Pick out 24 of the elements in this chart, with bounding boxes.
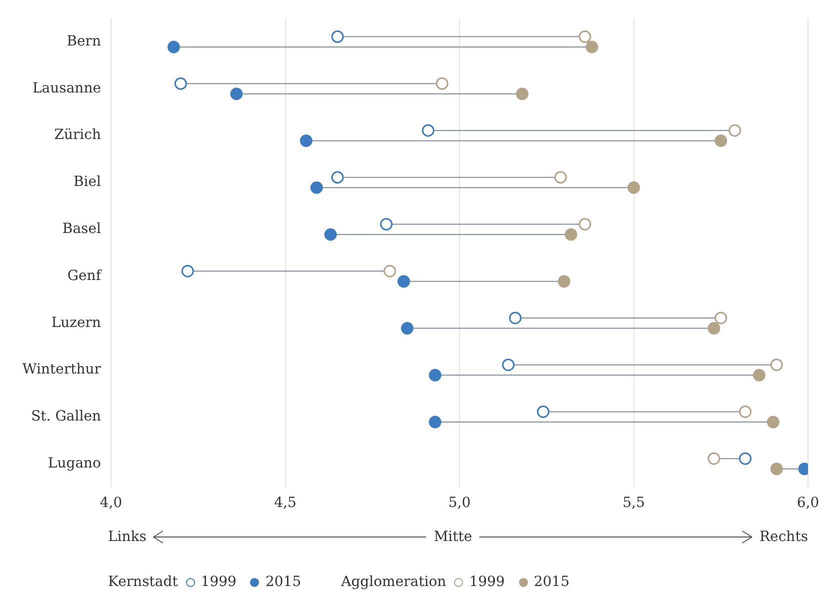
text: Kernstadt: [108, 574, 178, 590]
text: Rechts: [760, 529, 808, 545]
legend-label: 1999: [200, 574, 236, 590]
y-tick-label: Basel: [62, 221, 102, 237]
y-tick-label: Lugano: [48, 455, 101, 472]
x-tick-label: 4,5: [274, 495, 296, 512]
y-tick-label: Lausanne: [32, 80, 101, 96]
x-tick-label: 5,5: [622, 495, 645, 512]
text: Mitte: [434, 529, 472, 545]
x-tick-label: 4,0: [100, 495, 122, 512]
legend-label: 2015: [534, 574, 570, 590]
y-tick-label: Genf: [67, 268, 103, 284]
y-tick-label: St. Gallen: [31, 408, 101, 425]
x-tick-label: 5,0: [448, 495, 471, 512]
y-tick-label: Winterthur: [22, 362, 102, 378]
legend-label: 1999: [469, 574, 505, 590]
text: Links: [108, 529, 146, 545]
y-tick-label: Luzern: [51, 314, 101, 331]
x-tick-label: 6,0: [796, 495, 820, 512]
y-tick-label: Biel: [73, 174, 102, 190]
y-tick-label: Bern: [66, 33, 101, 50]
y-tick-label: Zürich: [54, 127, 101, 144]
text: Agglomeration: [341, 574, 446, 590]
legend-label: 2015: [265, 574, 302, 590]
